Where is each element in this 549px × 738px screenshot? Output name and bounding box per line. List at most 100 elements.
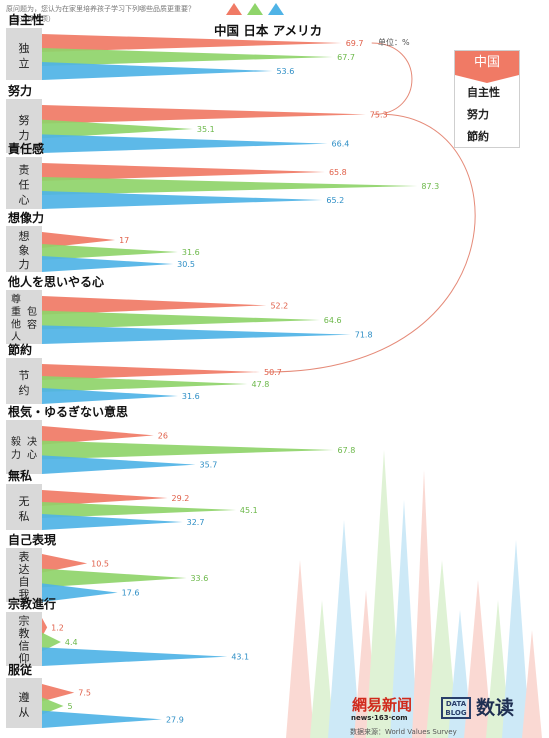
data-label: 1.2 [51, 623, 64, 632]
category-zh-char: 遵 [19, 690, 30, 704]
category-zh-char: 重 [11, 305, 21, 318]
category-zh-char: 人 [11, 331, 21, 343]
decorative-spike [286, 560, 314, 738]
data-label: 75.3 [370, 110, 388, 119]
data-label: 71.8 [355, 331, 373, 340]
data-label: 4.4 [65, 638, 78, 647]
unit-note: 单位：% [378, 37, 410, 47]
category-label-box [6, 548, 42, 602]
category-zh-char: 立 [19, 56, 30, 70]
data-label: 17.6 [122, 589, 140, 598]
data-label: 65.2 [326, 196, 344, 205]
bar-usa [42, 647, 228, 666]
category-zh-char: 表 [19, 550, 30, 564]
category-label-box [6, 28, 42, 80]
connector-line [268, 113, 476, 373]
bar-china [42, 296, 267, 315]
bar-japan [42, 376, 248, 392]
bar-japan [42, 697, 64, 715]
data-label: 35.1 [197, 125, 215, 134]
bar-japan [42, 48, 334, 66]
bar-usa [42, 256, 174, 272]
category-label-box [6, 612, 42, 666]
category-label-box [6, 290, 42, 344]
data-label: 29.2 [172, 494, 190, 503]
bar-usa [42, 455, 196, 474]
data-label: 10.5 [91, 559, 109, 568]
category-label-box [6, 420, 42, 474]
category-title: 根気・ゆるぎない意思 [8, 404, 128, 419]
category-zh-char: 尊 [11, 293, 21, 306]
data-label: 17 [119, 236, 129, 245]
category-zh-char: 信 [19, 640, 30, 653]
bar-china [42, 554, 88, 573]
decorative-spike [366, 450, 402, 738]
bar-japan [42, 177, 418, 195]
bar-usa [42, 191, 323, 209]
category-zh-char: 他 [11, 318, 21, 331]
category-zh-char: 任 [19, 179, 30, 192]
category-zh-char: 私 [19, 510, 30, 523]
data-label: 52.2 [270, 301, 288, 310]
category-title: 自主性 [8, 12, 44, 27]
decorative-spike [390, 500, 418, 738]
decorative-spike [522, 630, 542, 738]
china-top3-item: 節約 [467, 130, 489, 143]
category-title: 努力 [8, 83, 32, 98]
data-label: 7.5 [78, 689, 91, 698]
bar-usa [42, 325, 351, 344]
data-label: 5 [68, 702, 73, 711]
china-top3-item: 自主性 [467, 86, 500, 99]
category-zh-char: 心 [27, 449, 37, 461]
category-zh-char: 决 [27, 436, 37, 448]
bar-japan [42, 310, 320, 330]
bar-usa [42, 710, 162, 728]
legend-triangle [247, 3, 263, 15]
category-label-box [6, 678, 42, 728]
category-label-box [6, 226, 42, 272]
category-title: 宗教進行 [8, 596, 56, 611]
data-label: 66.4 [332, 140, 350, 149]
bar-japan [42, 632, 61, 652]
netease-news-url: news·163·com [351, 714, 408, 722]
legend-triangles [226, 3, 284, 15]
category-title: 想像力 [7, 210, 44, 225]
bar-japan [42, 568, 187, 588]
category-title: 責任感 [8, 141, 44, 156]
category-label-box [6, 99, 42, 153]
decorative-spike [502, 540, 530, 738]
data-label: 31.6 [182, 248, 200, 257]
category-zh-char: 自 [19, 576, 30, 589]
legend-triangle [268, 3, 284, 15]
category-zh-char: 无 [19, 495, 30, 508]
data-label: 87.3 [421, 182, 439, 191]
category-zh-char: 宗 [19, 614, 30, 628]
data-label: 50.7 [264, 368, 282, 377]
category-zh-char: 约 [19, 384, 30, 397]
category-zh-char: 节 [19, 369, 30, 382]
category-zh-char: 象 [19, 244, 30, 257]
bar-china [42, 618, 48, 637]
decorative-spike [328, 520, 360, 738]
legend-usa: アメリカ [272, 23, 323, 38]
category-title: 他人を思いやる心 [7, 274, 104, 289]
bar-china [42, 34, 342, 52]
category-label-box [6, 484, 42, 530]
category-title: 服従 [8, 662, 33, 677]
data-label: 33.6 [190, 574, 208, 583]
connector-line [371, 42, 413, 115]
category-label-box [6, 358, 42, 404]
bar-usa [42, 514, 183, 530]
category-title: 節約 [8, 342, 32, 357]
data-label: 67.8 [338, 446, 356, 455]
data-label: 43.1 [231, 653, 249, 662]
category-title: 無私 [8, 468, 32, 483]
category-zh-char: 心 [19, 194, 30, 207]
